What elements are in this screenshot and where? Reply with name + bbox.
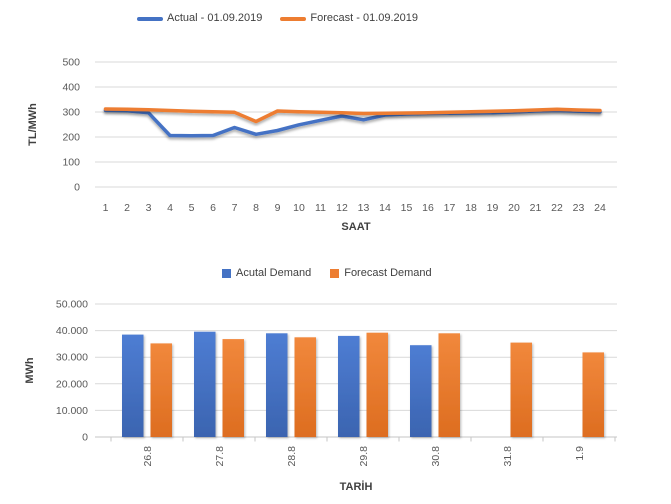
demand-y-tick-label: 0 [82, 432, 88, 444]
price-x-tick-label: 6 [210, 202, 216, 214]
price-x-tick-label: 19 [487, 202, 499, 214]
demand-x-axis-ticks [110, 437, 616, 442]
price-x-tick-label: 21 [530, 202, 542, 214]
demand-bar [222, 339, 244, 437]
demand-x-tick-label: 30.8 [430, 446, 442, 467]
legend-label-actual-price: Actual - 01.09.2019 [167, 12, 263, 24]
actual-demand-bars [122, 331, 432, 437]
actual-line-swatch-icon [137, 16, 163, 21]
demand-x-tick-label: 27.8 [214, 446, 226, 467]
demand-bar [582, 352, 604, 437]
demand-y-tick-label: 10.000 [56, 405, 88, 417]
price-y-tick-label: 100 [62, 157, 80, 169]
forecast-price-line [103, 107, 602, 124]
demand-y-axis-title: MWh [24, 357, 36, 384]
price-x-tick-label: 13 [358, 202, 370, 214]
demand-y-tick-label: 40.000 [56, 325, 88, 337]
demand-y-tick-label: 20.000 [56, 378, 88, 390]
demand-x-tick-label: 1.9 [574, 446, 586, 461]
legend-label-actual-demand: Acutal Demand [236, 267, 312, 279]
price-x-tick-label: 8 [253, 202, 259, 214]
demand-bar [338, 335, 360, 437]
price-x-tick-label: 3 [146, 202, 152, 214]
price-y-tick-label: 500 [62, 57, 80, 69]
price-x-tick-label: 11 [315, 202, 326, 214]
legend-item-forecast-demand: Forecast Demand [330, 267, 432, 279]
demand-bar [410, 345, 432, 437]
price-gridlines [95, 61, 617, 188]
forecast-line-swatch-icon [280, 16, 307, 21]
legend-item-forecast-price: Forecast - 01.09.2019 [280, 13, 418, 24]
price-x-tick-label: 4 [167, 202, 173, 214]
price-y-tick-label: 200 [62, 132, 80, 144]
legend-item-actual-demand: Acutal Demand [222, 268, 311, 279]
demand-x-tick-label: 31.8 [502, 446, 514, 467]
price-x-tick-label: 15 [401, 202, 413, 214]
demand-bar [294, 337, 316, 438]
price-x-tick-label: 23 [573, 202, 585, 214]
demand-bar [194, 331, 216, 437]
price-x-tick-label: 9 [275, 202, 281, 214]
price-x-tick-label: 2 [124, 202, 130, 214]
legend-label-forecast-price: Forecast - 01.09.2019 [310, 12, 419, 24]
demand-bar-chart: 0 10.000 20.000 30.000 40.000 50.000 26.8 27.8 2… [24, 299, 617, 493]
price-x-tick-label: 1 [103, 202, 109, 214]
demand-bar [366, 332, 388, 437]
price-x-tick-label: 7 [232, 202, 238, 214]
demand-bar [510, 342, 532, 437]
forecast-bar-swatch-icon [330, 269, 340, 278]
price-x-tick-label: 18 [465, 202, 477, 214]
demand-bar [150, 343, 172, 437]
demand-x-axis-title: TARİH [340, 480, 373, 493]
demand-y-tick-label: 50.000 [56, 299, 88, 311]
price-x-tick-label: 5 [189, 202, 195, 214]
demand-bar [122, 334, 144, 437]
demand-bar [266, 333, 288, 437]
price-y-tick-label: 400 [62, 82, 80, 94]
demand-x-tick-label: 29.8 [358, 446, 370, 467]
price-x-tick-label: 24 [594, 202, 606, 214]
price-x-axis-title: SAAT [341, 221, 370, 233]
price-x-tick-label: 16 [422, 202, 434, 214]
demand-bar [438, 333, 460, 437]
actual-bar-swatch-icon [222, 269, 231, 278]
legend-item-actual-price: Actual - 01.09.2019 [137, 13, 262, 24]
price-x-tick-label: 14 [379, 202, 391, 214]
demand-x-tick-label: 26.8 [142, 446, 154, 467]
price-y-tick-label: 300 [62, 107, 80, 119]
price-y-axis-title: TL/MWh [27, 103, 39, 146]
price-y-tick-label: 0 [74, 182, 80, 194]
price-chart-legend: Actual - 01.09.2019 Forecast - 01.09.201… [137, 13, 418, 24]
demand-y-tick-label: 30.000 [56, 352, 88, 364]
price-x-tick-label: 22 [551, 202, 563, 214]
price-x-tick-label: 20 [508, 202, 520, 214]
forecast-demand-bars [150, 332, 604, 438]
demand-x-tick-label: 28.8 [286, 446, 298, 467]
legend-label-forecast-demand: Forecast Demand [344, 267, 432, 279]
price-x-tick-label: 12 [336, 202, 348, 214]
price-x-tick-label: 17 [444, 202, 456, 214]
demand-chart-legend: Acutal Demand Forecast Demand [222, 268, 432, 279]
price-x-tick-label: 10 [293, 202, 305, 214]
